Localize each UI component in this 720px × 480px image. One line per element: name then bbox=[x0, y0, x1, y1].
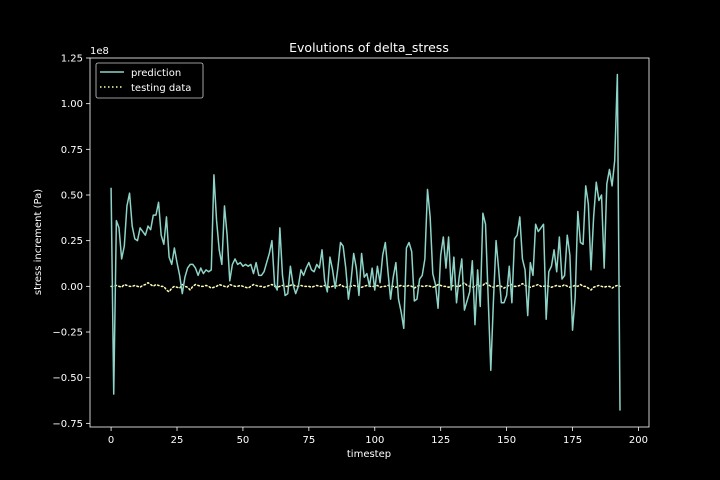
series-layer bbox=[110, 73, 621, 411]
x-tick-label: 200 bbox=[629, 435, 648, 446]
y-tick-label: 0.75 bbox=[61, 145, 83, 156]
axes-area bbox=[89, 57, 650, 428]
y-tick-label: 0.25 bbox=[61, 236, 83, 247]
x-axis: 0 25 50 75 100 125 150 175 200 bbox=[108, 427, 648, 446]
x-tick-label: 125 bbox=[431, 435, 450, 446]
x-tick-label: 75 bbox=[302, 435, 315, 446]
x-tick-label: 150 bbox=[497, 435, 516, 446]
y-axis: −0.75 −0.50 −0.25 0.00 0.25 0.50 0.75 1.00 1.25 bbox=[52, 54, 90, 430]
axes-frame bbox=[89, 57, 650, 428]
y-axis-label: stress increment (Pa) bbox=[33, 189, 44, 295]
legend: prediction testing data bbox=[95, 62, 204, 99]
x-axis-label: timestep bbox=[347, 449, 391, 460]
legend-label-prediction: prediction bbox=[131, 68, 181, 79]
y-tick-label: 0.50 bbox=[61, 191, 83, 202]
y-tick-label: 0.00 bbox=[61, 282, 83, 293]
x-tick-label: 50 bbox=[237, 435, 250, 446]
chart-title: Evolutions of delta_stress bbox=[289, 40, 449, 55]
x-tick-label: 175 bbox=[563, 435, 582, 446]
x-tick-label: 25 bbox=[171, 435, 184, 446]
x-tick-label: 0 bbox=[108, 435, 114, 446]
legend-label-testing-data: testing data bbox=[131, 83, 191, 94]
series-line-testing-data bbox=[110, 281, 621, 293]
y-tick-label: 1.00 bbox=[61, 99, 83, 110]
x-tick-label: 100 bbox=[365, 435, 384, 446]
y-tick-label: −0.75 bbox=[52, 419, 83, 430]
y-scale-label: 1e8 bbox=[90, 46, 109, 57]
y-tick-label: 1.25 bbox=[61, 54, 83, 65]
y-tick-label: −0.25 bbox=[52, 328, 83, 339]
series-line-prediction bbox=[110, 73, 621, 411]
y-tick-label: −0.50 bbox=[52, 373, 83, 384]
